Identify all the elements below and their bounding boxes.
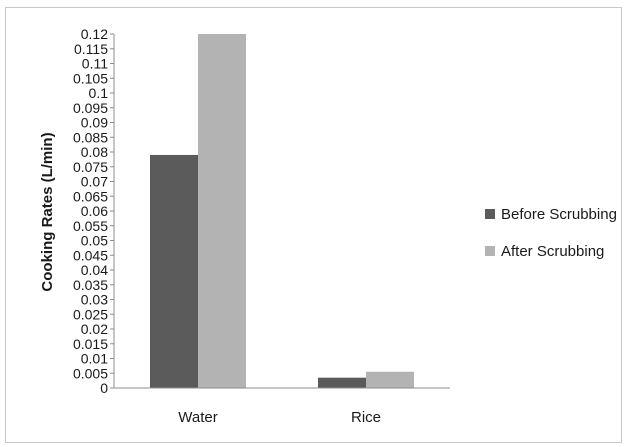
y-tick-label: 0.065: [73, 188, 108, 204]
y-tick-label: 0.06: [81, 203, 108, 219]
y-tick-label: 0.07: [81, 174, 108, 190]
chart-frame: [5, 7, 622, 443]
y-tick-label: 0.09: [81, 115, 108, 131]
y-tick-label: 0.04: [81, 262, 108, 278]
bar-water-series-2: [198, 34, 246, 388]
y-axis-title: Cooking Rates (L/min): [39, 132, 56, 291]
y-tick-label: 0.015: [73, 336, 108, 352]
y-tick-label: 0.115: [74, 41, 108, 57]
bar-rice-series-1: [318, 377, 366, 388]
legend: Before Scrubbing After Scrubbing: [485, 206, 617, 260]
y-tick-label: 0.055: [73, 218, 108, 234]
y-tick-label: 0: [100, 380, 108, 396]
y-tick-label: 0.095: [73, 100, 108, 116]
y-tick-label: 0.105: [73, 70, 108, 86]
y-tick-label: 0.085: [73, 129, 108, 145]
x-category-label: Water: [178, 409, 217, 426]
y-tick-label: 0.03: [81, 292, 108, 308]
legend-swatch: [485, 246, 495, 256]
legend-label: Before Scrubbing: [501, 206, 617, 223]
y-tick-label: 0.02: [81, 321, 108, 337]
x-axis-categories: Water Rice: [178, 409, 381, 426]
y-tick-label: 0.08: [81, 144, 108, 160]
y-tick-label: 0.005: [73, 365, 108, 381]
legend-swatch: [485, 209, 495, 219]
y-tick-label: 0.1: [89, 85, 109, 101]
legend-label: After Scrubbing: [501, 243, 604, 260]
y-tick-label: 0.01: [81, 351, 108, 367]
x-category-label: Rice: [351, 409, 381, 426]
y-tick-label: 0.035: [73, 277, 108, 293]
y-tick-label: 0.05: [81, 233, 108, 249]
y-tick-label: 0.025: [73, 306, 108, 322]
y-axis-ticks: 00.0050.010.0150.020.0250.030.0350.040.0…: [73, 26, 114, 396]
bar-rice-series-2: [366, 371, 414, 388]
y-tick-label: 0.11: [82, 56, 108, 72]
y-tick-label: 0.075: [73, 159, 108, 175]
y-tick-label: 0.12: [81, 26, 108, 42]
y-tick-label: 0.045: [73, 247, 108, 263]
bar-water-series-1: [150, 154, 198, 388]
bars-group: [150, 34, 414, 388]
